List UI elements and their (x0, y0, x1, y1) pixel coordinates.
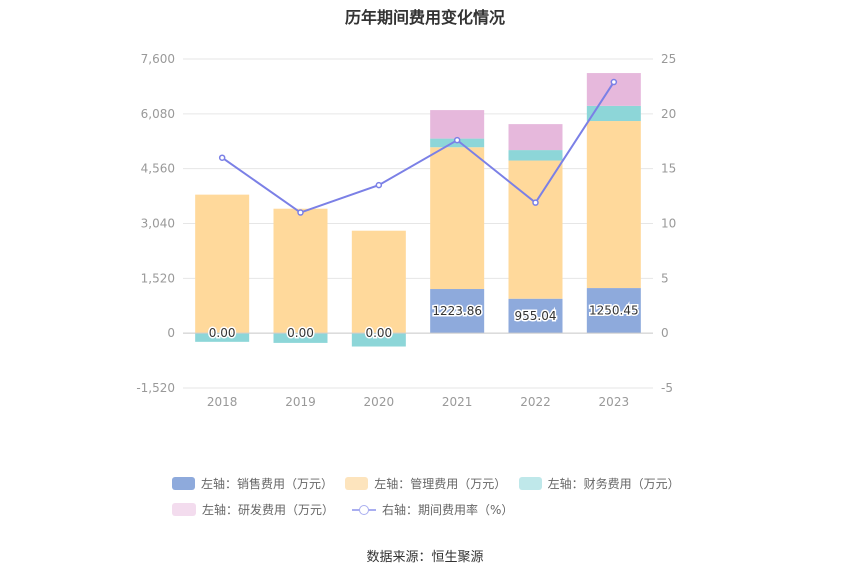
x-tick-label: 2020 (364, 395, 395, 409)
point-expense-ratio (298, 210, 303, 215)
legend-item-admin[interactable]: 左轴：管理费用（万元） (345, 475, 500, 492)
bar-rnd (509, 124, 563, 150)
legend-item-rnd[interactable]: 左轴：研发费用（万元） (172, 501, 334, 518)
legend-item-sales[interactable]: 左轴：销售费用（万元） (172, 475, 327, 492)
y-right-tick-label: 10 (661, 217, 676, 231)
data-label-sales: 955.04 (515, 309, 557, 323)
y-left-tick-label: 1,520 (141, 271, 175, 285)
legend-label-finance: 左轴：财务费用（万元） (548, 475, 674, 492)
bar-admin (274, 209, 328, 333)
x-tick-label: 2023 (599, 395, 630, 409)
y-right-tick-label: 20 (661, 107, 676, 121)
bar-rnd (430, 110, 484, 138)
point-expense-ratio (220, 155, 225, 160)
point-expense-ratio (455, 138, 460, 143)
x-tick-label: 2021 (442, 395, 473, 409)
point-expense-ratio (611, 80, 616, 85)
bar-rnd (587, 73, 641, 106)
data-label-sales: 0.00 (209, 326, 236, 340)
data-label-sales: 0.00 (365, 326, 392, 340)
bar-finance (509, 150, 563, 160)
x-tick-label: 2022 (520, 395, 551, 409)
y-right-tick-label: 15 (661, 162, 676, 176)
legend-swatch-admin (345, 477, 368, 490)
legend-label-admin: 左轴：管理费用（万元） (374, 475, 500, 492)
bar-admin (195, 195, 249, 334)
legend-row-1: 左轴：销售费用（万元） 左轴：管理费用（万元） 左轴：财务费用（万元） (172, 472, 692, 494)
y-left-tick-label: 7,600 (141, 52, 175, 66)
legend-item-finance[interactable]: 左轴：财务费用（万元） (519, 475, 674, 492)
data-label-sales: 0.00 (287, 326, 314, 340)
legend-row-2: 左轴：研发费用（万元） 右轴：期间费用率（%） (172, 498, 692, 520)
chart-root: 历年期间费用变化情况 -1,520 0 1,520 3,040 4,560 6,080 7,… (0, 0, 850, 575)
y-right-tick-label: 0 (661, 326, 669, 340)
data-label-sales: 1223.86 (432, 304, 482, 318)
y-right-tick-label: 5 (661, 271, 669, 285)
x-tick-label: 2019 (285, 395, 316, 409)
bar-admin (509, 161, 563, 299)
chart-svg: -1,520 0 1,520 3,040 4,560 6,080 7,600 -5 0 5 10 15… (0, 0, 850, 460)
y-left-tick-label: 0 (167, 326, 175, 340)
y-left-tick-label: -1,520 (136, 381, 175, 395)
legend: 左轴：销售费用（万元） 左轴：管理费用（万元） 左轴：财务费用（万元） 左轴：研… (172, 472, 692, 524)
legend-swatch-sales (172, 477, 195, 490)
legend-label-expense-ratio: 右轴：期间费用率（%） (382, 501, 513, 518)
bar-finance (587, 106, 641, 121)
point-expense-ratio (533, 200, 538, 205)
data-label-sales: 1250.45 (589, 304, 639, 318)
y-left-tick-label: 3,040 (141, 217, 175, 231)
bar-admin (587, 121, 641, 288)
y-left-tick-label: 4,560 (141, 162, 175, 176)
x-tick-label: 2018 (207, 395, 238, 409)
legend-label-sales: 左轴：销售费用（万元） (201, 475, 327, 492)
bar-admin (430, 147, 484, 289)
source-note: 数据来源：恒生聚源 (0, 546, 850, 565)
y-right-tick-label: 25 (661, 52, 676, 66)
y-left-tick-label: 6,080 (141, 107, 175, 121)
bar-admin (352, 231, 406, 333)
y-right-tick-label: -5 (661, 381, 673, 395)
legend-label-rnd: 左轴：研发费用（万元） (202, 501, 334, 518)
legend-line-marker-icon (352, 503, 376, 516)
point-expense-ratio (376, 183, 381, 188)
legend-swatch-finance (519, 477, 542, 490)
legend-item-expense-ratio[interactable]: 右轴：期间费用率（%） (352, 501, 513, 518)
legend-swatch-rnd (172, 503, 196, 516)
